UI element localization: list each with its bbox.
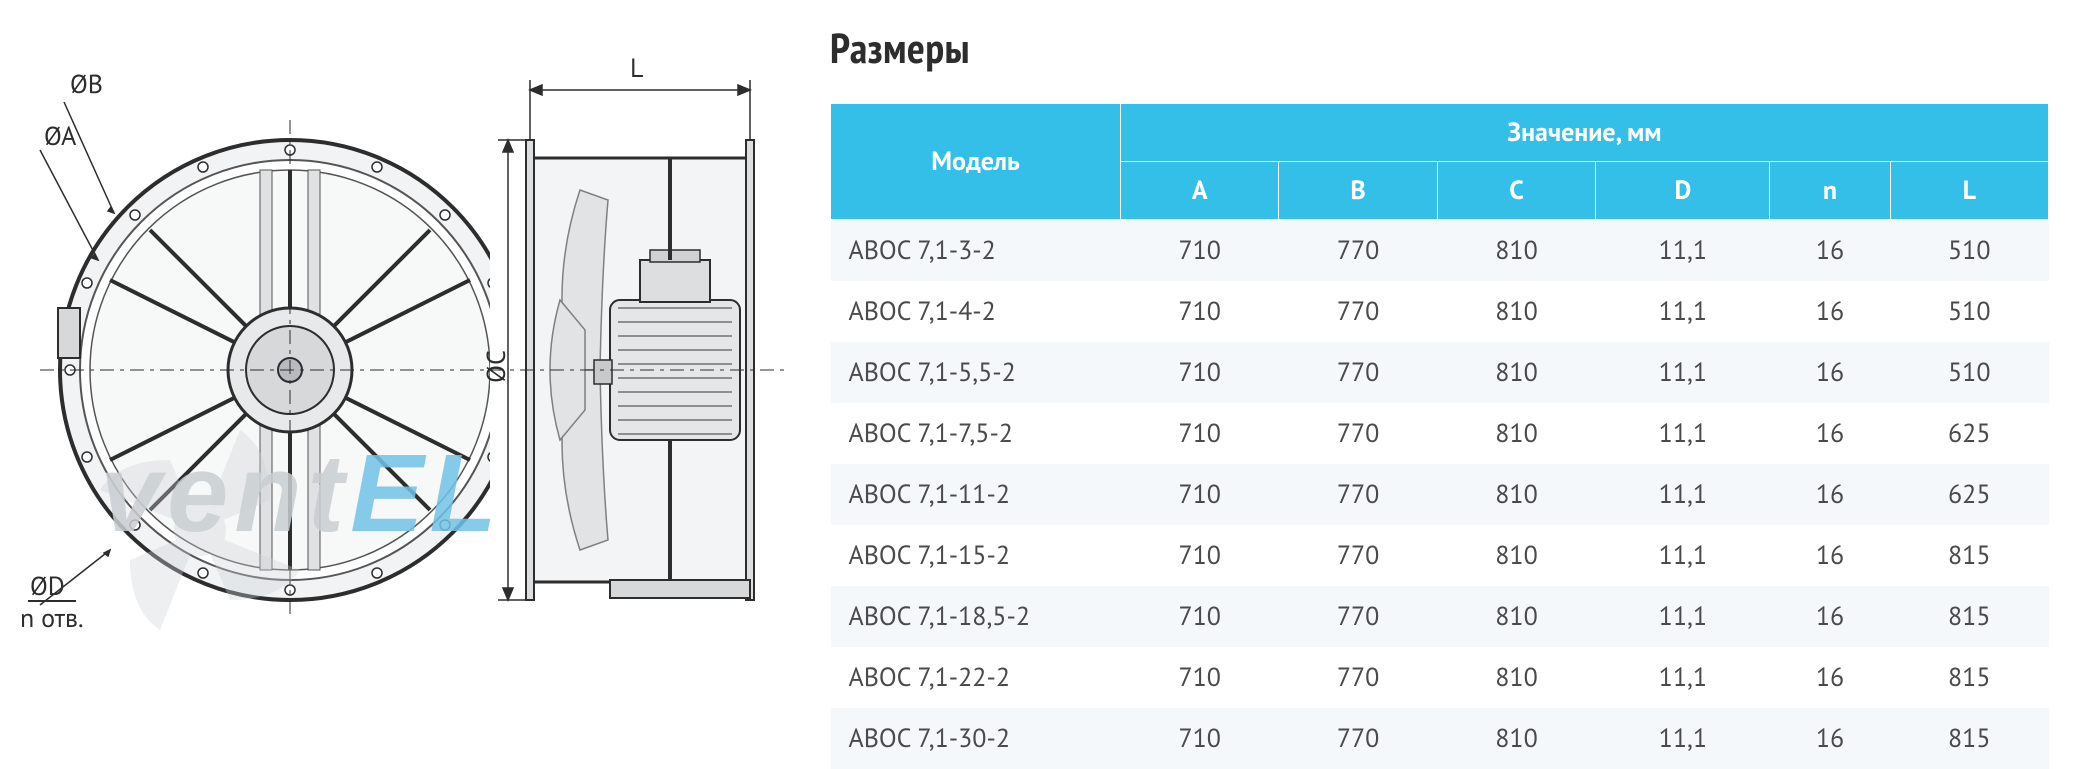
cell-value: 815 [1890,647,2048,708]
cell-value: 810 [1437,220,1595,282]
table-row: АВОС 7,1-4-271077081011,116510 [831,281,2049,342]
table-row: АВОС 7,1-5,5-271077081011,116510 [831,342,2049,403]
cell-value: 815 [1890,708,2048,769]
cell-value: 11,1 [1596,342,1770,403]
cell-model: АВОС 7,1-22-2 [831,647,1121,708]
cell-value: 810 [1437,403,1595,464]
cell-value: 710 [1121,403,1279,464]
cell-value: 16 [1770,403,1890,464]
cell-value: 11,1 [1596,464,1770,525]
cell-value: 510 [1890,342,2048,403]
label-oc: ØC [480,350,513,383]
cell-value: 770 [1279,586,1437,647]
cell-value: 11,1 [1596,220,1770,282]
cell-value: 810 [1437,647,1595,708]
dimensions-table: Модель Значение, мм A B C D n L АВОС 7,1… [830,103,2049,769]
th-col-d: D [1596,162,1770,220]
cell-value: 625 [1890,464,2048,525]
cell-value: 770 [1279,281,1437,342]
label-l: L [630,52,643,85]
cell-value: 16 [1770,586,1890,647]
cell-value: 710 [1121,525,1279,586]
cell-value: 16 [1770,464,1890,525]
cell-model: АВОС 7,1-7,5-2 [831,403,1121,464]
cell-value: 815 [1890,525,2048,586]
label-ob: ØB [70,68,103,101]
table-row: АВОС 7,1-3-271077081011,116510 [831,220,2049,282]
cell-value: 770 [1279,708,1437,769]
cell-value: 11,1 [1596,525,1770,586]
cell-value: 16 [1770,281,1890,342]
cell-value: 770 [1279,464,1437,525]
cell-value: 11,1 [1596,281,1770,342]
table-row: АВОС 7,1-15-271077081011,116815 [831,525,2049,586]
cell-value: 510 [1890,281,2048,342]
label-oa: ØA [44,120,76,153]
cell-value: 710 [1121,464,1279,525]
th-col-n: n [1770,162,1890,220]
cell-value: 710 [1121,586,1279,647]
cell-value: 810 [1437,281,1595,342]
cell-value: 710 [1121,708,1279,769]
cell-value: 710 [1121,342,1279,403]
cell-value: 770 [1279,647,1437,708]
cell-value: 810 [1437,464,1595,525]
cell-model: АВОС 7,1-3-2 [831,220,1121,282]
cell-value: 16 [1770,342,1890,403]
th-model: Модель [831,104,1121,220]
cell-value: 770 [1279,525,1437,586]
cell-value: 625 [1890,403,2048,464]
th-col-l: L [1890,162,2048,220]
cell-value: 16 [1770,708,1890,769]
table-row: АВОС 7,1-30-271077081011,116815 [831,708,2049,769]
cell-model: АВОС 7,1-15-2 [831,525,1121,586]
cell-value: 810 [1437,342,1595,403]
cell-value: 11,1 [1596,647,1770,708]
cell-value: 810 [1437,708,1595,769]
side-view-svg [490,50,820,690]
section-title: Размеры [830,20,2049,75]
cell-value: 770 [1279,342,1437,403]
th-col-c: C [1437,162,1595,220]
cell-model: АВОС 7,1-11-2 [831,464,1121,525]
cell-value: 710 [1121,281,1279,342]
cell-value: 770 [1279,403,1437,464]
label-od: ØD [30,570,65,603]
cell-value: 770 [1279,220,1437,282]
th-value: Значение, мм [1121,104,2049,162]
cell-value: 16 [1770,525,1890,586]
cell-value: 710 [1121,647,1279,708]
cell-value: 16 [1770,647,1890,708]
cell-model: АВОС 7,1-4-2 [831,281,1121,342]
cell-value: 810 [1437,586,1595,647]
table-row: АВОС 7,1-22-271077081011,116815 [831,647,2049,708]
cell-value: 510 [1890,220,2048,282]
cell-value: 810 [1437,525,1595,586]
cell-value: 710 [1121,220,1279,282]
table-row: АВОС 7,1-7,5-271077081011,116625 [831,403,2049,464]
table-row: АВОС 7,1-11-271077081011,116625 [831,464,2049,525]
th-col-a: A [1121,162,1279,220]
cell-value: 11,1 [1596,708,1770,769]
technical-diagram: ØB ØA ØD n отв. ØC L ventEL [0,0,830,711]
th-col-b: B [1279,162,1437,220]
cell-model: АВОС 7,1-30-2 [831,708,1121,769]
cell-model: АВОС 7,1-18,5-2 [831,586,1121,647]
cell-model: АВОС 7,1-5,5-2 [831,342,1121,403]
cell-value: 815 [1890,586,2048,647]
watermark-fan-icon [70,400,330,660]
cell-value: 16 [1770,220,1890,282]
cell-value: 11,1 [1596,403,1770,464]
cell-value: 11,1 [1596,586,1770,647]
table-row: АВОС 7,1-18,5-271077081011,116815 [831,586,2049,647]
